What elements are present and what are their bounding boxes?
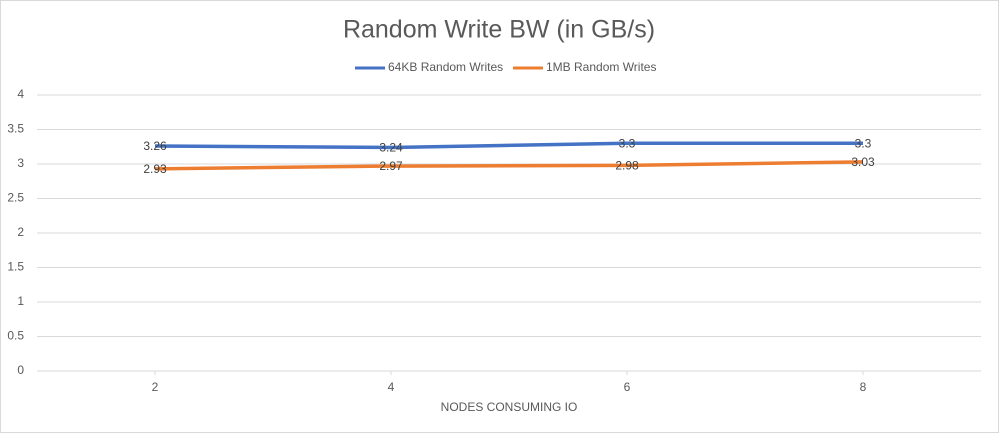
- data-label: 2.93: [143, 162, 167, 176]
- y-tick-label: 3: [17, 156, 24, 170]
- data-label: 3.3: [619, 136, 636, 150]
- legend-label: 1MB Random Writes: [546, 60, 656, 74]
- y-tick-label: 3.5: [7, 122, 24, 136]
- y-tick-label: 4: [17, 87, 24, 101]
- y-tick-label: 2: [17, 225, 24, 239]
- series-line: [154, 141, 863, 150]
- series-line: [154, 160, 864, 171]
- legend-label: 64KB Random Writes: [388, 60, 503, 74]
- x-tick-label: 6: [624, 380, 631, 394]
- y-tick-label: 1.5: [7, 260, 24, 274]
- data-label: 2.98: [615, 159, 639, 173]
- y-tick-label: 0: [17, 363, 24, 377]
- data-label: 3.26: [143, 139, 167, 153]
- x-tick-label: 4: [388, 380, 395, 394]
- x-tick-label: 8: [860, 380, 867, 394]
- chart-title: Random Write BW (in GB/s): [343, 16, 655, 44]
- data-label: 3.3: [855, 136, 872, 150]
- data-label: 2.97: [379, 159, 403, 173]
- y-tick-label: 1: [17, 294, 24, 308]
- data-label: 3.24: [379, 141, 403, 155]
- x-axis-label: NODES CONSUMING IO: [441, 400, 578, 414]
- x-tick-label: 2: [152, 380, 159, 394]
- data-label: 3.03: [851, 155, 875, 169]
- y-tick-label: 2.5: [7, 191, 24, 205]
- y-tick-label: 0.5: [7, 329, 24, 343]
